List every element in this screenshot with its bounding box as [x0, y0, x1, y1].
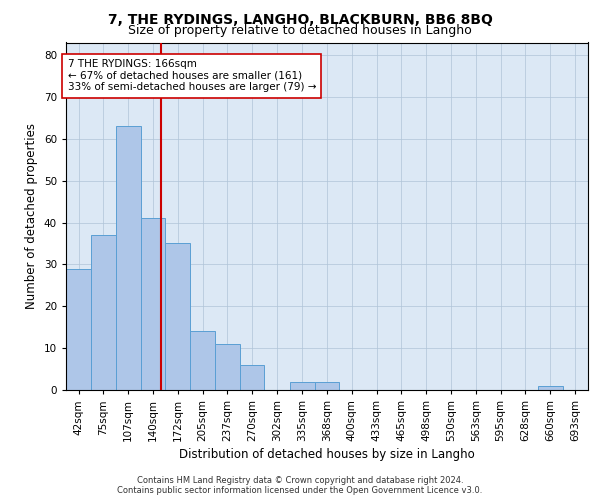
Y-axis label: Number of detached properties: Number of detached properties [25, 123, 38, 309]
Bar [215, 344, 240, 390]
Bar [290, 382, 315, 390]
Bar [91, 235, 116, 390]
Bar [66, 268, 91, 390]
Bar [538, 386, 563, 390]
Text: Size of property relative to detached houses in Langho: Size of property relative to detached ho… [128, 24, 472, 37]
Bar [141, 218, 165, 390]
Text: 7, THE RYDINGS, LANGHO, BLACKBURN, BB6 8BQ: 7, THE RYDINGS, LANGHO, BLACKBURN, BB6 8… [107, 12, 493, 26]
Bar [190, 332, 215, 390]
Text: Contains HM Land Registry data © Crown copyright and database right 2024.
Contai: Contains HM Land Registry data © Crown c… [118, 476, 482, 495]
Bar [165, 244, 190, 390]
Bar [240, 365, 265, 390]
Bar [315, 382, 339, 390]
X-axis label: Distribution of detached houses by size in Langho: Distribution of detached houses by size … [179, 448, 475, 461]
Text: 7 THE RYDINGS: 166sqm
← 67% of detached houses are smaller (161)
33% of semi-det: 7 THE RYDINGS: 166sqm ← 67% of detached … [68, 59, 316, 92]
Bar [116, 126, 141, 390]
